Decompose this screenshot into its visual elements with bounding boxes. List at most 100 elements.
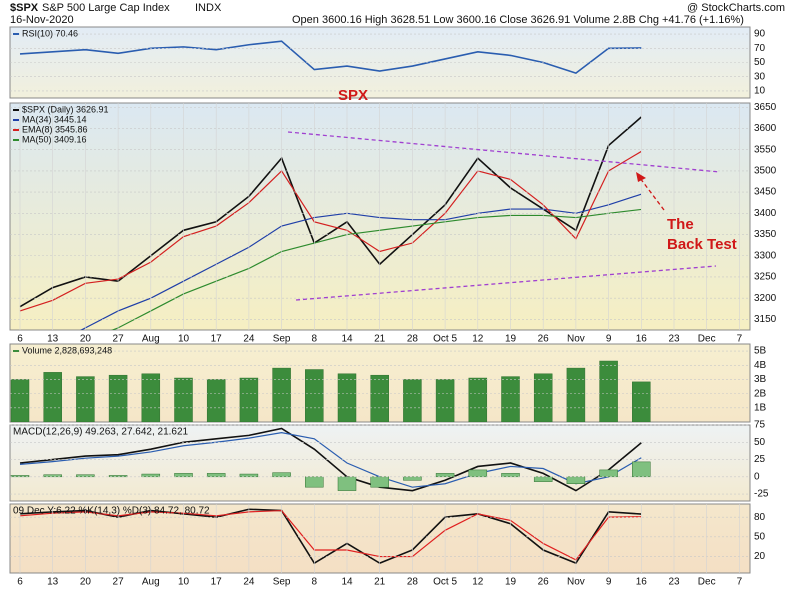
x-tick-label: 7 bbox=[737, 577, 743, 588]
bar bbox=[468, 377, 488, 422]
series-line bbox=[19, 40, 642, 75]
bar bbox=[533, 476, 553, 482]
y-tick-label: 3550 bbox=[754, 144, 777, 155]
x-tick-label: 6 bbox=[17, 334, 23, 345]
x-tick-label: 13 bbox=[47, 334, 59, 345]
x-tick-label: 12 bbox=[472, 334, 484, 345]
y-tick-label: 3450 bbox=[754, 187, 777, 198]
bar bbox=[501, 376, 520, 422]
legend-label: MA(34) 3445.14 bbox=[22, 114, 87, 124]
exchange: INDX bbox=[195, 2, 222, 14]
y-tick-label: 2B bbox=[754, 388, 767, 399]
x-tick-label: 13 bbox=[47, 577, 59, 588]
y-tick-label: 3150 bbox=[754, 314, 777, 325]
x-tick-label: 6 bbox=[17, 577, 23, 588]
y-tick-label: 5B bbox=[754, 346, 767, 357]
annotation: SPX bbox=[338, 87, 368, 104]
x-tick-label: 12 bbox=[472, 577, 484, 588]
x-tick-label: 24 bbox=[243, 577, 255, 588]
annotation: The bbox=[667, 216, 694, 233]
bar bbox=[370, 374, 389, 422]
plot bbox=[19, 508, 642, 565]
bar bbox=[108, 374, 128, 422]
bar bbox=[76, 376, 95, 422]
x-tick-label: 21 bbox=[374, 577, 386, 588]
plot bbox=[10, 360, 651, 422]
y-tick-label: 30 bbox=[754, 71, 766, 82]
bar bbox=[10, 379, 30, 422]
x-tick-label: Nov bbox=[567, 334, 585, 345]
y-tick-label: 75 bbox=[754, 420, 766, 431]
x-tick-label: Dec bbox=[698, 334, 716, 345]
y-tick-label: 50 bbox=[754, 437, 766, 448]
x-tick-label: 16 bbox=[636, 577, 648, 588]
bar bbox=[435, 473, 455, 478]
x-tick-label: Dec bbox=[698, 577, 716, 588]
x-tick-label: 27 bbox=[113, 334, 125, 345]
bar bbox=[501, 473, 520, 478]
bar bbox=[632, 461, 651, 478]
arrow-head bbox=[636, 172, 646, 182]
bar bbox=[533, 373, 553, 422]
x-tick-label: Aug bbox=[142, 334, 160, 345]
y-tick-label: 3B bbox=[754, 374, 767, 385]
bar bbox=[141, 473, 161, 478]
trend-line bbox=[287, 131, 721, 173]
bar bbox=[599, 360, 618, 422]
legend-label: EMA(8) 3545.86 bbox=[22, 124, 88, 134]
x-tick-label: 17 bbox=[211, 577, 223, 588]
x-tick-label: 23 bbox=[668, 577, 680, 588]
x-tick-label: Sep bbox=[273, 577, 291, 588]
bar bbox=[76, 474, 95, 478]
series-line bbox=[19, 509, 642, 561]
bar bbox=[305, 369, 324, 422]
y-tick-label: 3300 bbox=[754, 250, 777, 261]
bar bbox=[435, 379, 455, 422]
y-tick-label: 50 bbox=[754, 531, 766, 542]
x-tick-label: 27 bbox=[113, 577, 125, 588]
bar bbox=[337, 476, 357, 491]
x-tick-label: Sep bbox=[273, 334, 291, 345]
source: @ StockCharts.com bbox=[687, 2, 785, 14]
bar bbox=[599, 469, 618, 478]
annotation: Back Test bbox=[667, 236, 737, 253]
x-tick-label: 24 bbox=[243, 334, 255, 345]
bar bbox=[566, 367, 586, 422]
y-tick-label: 90 bbox=[754, 29, 766, 40]
x-tick-label: 9 bbox=[606, 334, 612, 345]
y-tick-label: 0 bbox=[754, 471, 760, 482]
bar bbox=[174, 377, 193, 422]
bar bbox=[272, 367, 291, 422]
panel-title: MACD(12,26,9) 49.263, 27.642, 21.621 bbox=[13, 427, 189, 438]
bar bbox=[272, 472, 291, 478]
y-tick-label: 3250 bbox=[754, 272, 777, 283]
panel-title: 09 Dec Y:6.22 %K(14,3) %D(3) 84.72, 80.7… bbox=[13, 506, 210, 517]
x-tick-label: 9 bbox=[606, 577, 612, 588]
quote: Open 3600.16 High 3628.51 Low 3600.16 Cl… bbox=[292, 14, 744, 26]
index-name: S&P 500 Large Cap Index bbox=[42, 2, 170, 14]
x-tick-label: 26 bbox=[538, 334, 550, 345]
x-tick-label: 20 bbox=[80, 334, 92, 345]
bar bbox=[305, 476, 324, 488]
date: 16-Nov-2020 bbox=[10, 14, 74, 26]
series-line bbox=[80, 193, 642, 330]
x-tick-label: 26 bbox=[538, 577, 550, 588]
y-tick-label: 10 bbox=[754, 86, 766, 97]
x-tick-label: 7 bbox=[737, 334, 743, 345]
symbol: $SPX bbox=[10, 2, 39, 14]
x-tick-label: 28 bbox=[407, 577, 419, 588]
y-tick-label: 1B bbox=[754, 402, 767, 413]
legend-label: RSI(10) 70.46 bbox=[22, 28, 78, 38]
y-tick-label: 3400 bbox=[754, 208, 777, 219]
x-tick-label: 14 bbox=[341, 334, 353, 345]
plot bbox=[10, 427, 651, 492]
x-tick-label: 21 bbox=[374, 334, 386, 345]
x-tick-label: 17 bbox=[211, 334, 223, 345]
x-tick-label: 10 bbox=[178, 577, 190, 588]
x-tick-label: Aug bbox=[142, 577, 160, 588]
x-tick-label: Oct 5 bbox=[433, 334, 457, 345]
plot bbox=[19, 40, 642, 75]
y-tick-label: 3500 bbox=[754, 166, 777, 177]
bar bbox=[174, 473, 193, 478]
